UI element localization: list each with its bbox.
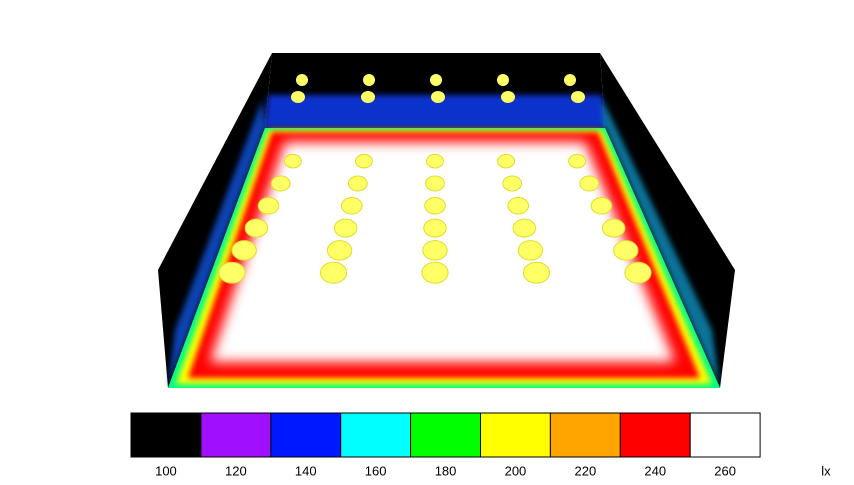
luminaire (497, 74, 509, 86)
legend-label: 120 (225, 463, 247, 478)
luminaire (363, 74, 375, 86)
luminaire (501, 91, 515, 103)
luminaire (291, 91, 305, 103)
luminaire (296, 74, 308, 86)
luminaire (270, 175, 291, 192)
luminaire (354, 153, 373, 169)
luminaire (502, 175, 523, 192)
luminaire (426, 153, 444, 169)
legend-unit: lx (821, 463, 831, 478)
luminaire (601, 218, 626, 238)
luminaire (422, 240, 448, 261)
luminaire (340, 197, 363, 215)
luminaire (564, 74, 576, 86)
legend-swatch (130, 412, 202, 458)
legend-swatch (410, 412, 482, 458)
legend: lx 100 120 140 160 180 200 220 240 260 (130, 412, 831, 478)
luminaire (507, 197, 530, 215)
luminaires (218, 74, 652, 284)
luminaire (624, 261, 652, 284)
luminaire (244, 218, 269, 238)
luminaire (522, 261, 551, 284)
luminaire (326, 240, 353, 261)
luminaire (430, 74, 442, 86)
legend-label: 220 (574, 463, 596, 478)
legend-label: 180 (435, 463, 457, 478)
luminaire (568, 153, 587, 169)
luminaire (333, 218, 358, 238)
luminaire (421, 261, 449, 284)
luminaire (431, 91, 445, 103)
room (158, 53, 735, 388)
luminaire (590, 197, 613, 215)
legend-label: 260 (714, 463, 736, 478)
legend-label: 240 (644, 463, 666, 478)
legend-swatch (200, 412, 272, 458)
legend-label: 200 (505, 463, 527, 478)
luminaire (424, 197, 446, 215)
legend-swatch (270, 412, 342, 458)
legend-label: 160 (365, 463, 387, 478)
luminaire (425, 175, 445, 192)
legend-swatch (340, 412, 412, 458)
luminaire (613, 240, 639, 261)
luminaire (361, 91, 375, 103)
luminaire (517, 240, 544, 261)
legend-label: 100 (155, 463, 177, 478)
right-wall (600, 53, 735, 388)
luminaire (347, 175, 368, 192)
luminaire (257, 197, 280, 215)
wall-glow (168, 95, 720, 388)
legend-swatch (619, 412, 691, 458)
luminaire (319, 261, 348, 284)
luminaire (231, 240, 257, 261)
legend-label: 140 (295, 463, 317, 478)
luminaire (497, 153, 516, 169)
luminaire (571, 91, 585, 103)
luminaire (512, 218, 537, 238)
luminaire (423, 218, 447, 238)
legend-swatch (689, 412, 761, 458)
luminaire (218, 261, 246, 284)
luminaire (283, 153, 302, 169)
luminaire (579, 175, 600, 192)
legend-swatch (549, 412, 621, 458)
legend-swatch (480, 412, 551, 458)
